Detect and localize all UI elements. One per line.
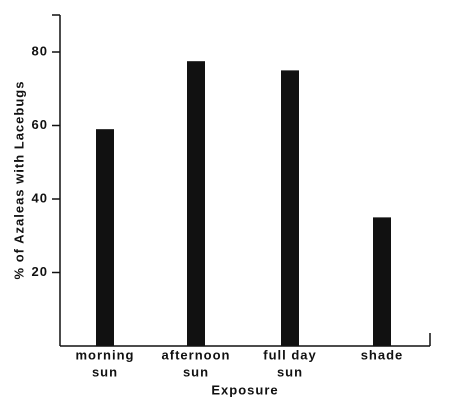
bar (281, 70, 299, 346)
x-tick-label: morning (76, 347, 135, 362)
x-tick-label: full day (263, 347, 317, 362)
y-tick-label: 80 (32, 43, 48, 58)
y-tick-label: 60 (32, 117, 48, 132)
bar (96, 129, 114, 346)
bar (187, 61, 205, 346)
y-axis-label: % of Azaleas with Lacebugs (11, 81, 26, 280)
x-axis-label: Exposure (211, 382, 278, 397)
y-tick-label: 40 (32, 190, 48, 205)
bar (373, 217, 391, 346)
x-tick-label: afternoon (162, 347, 231, 362)
x-tick-label: sun (277, 364, 303, 379)
x-tick-label: sun (183, 364, 209, 379)
x-tick-label: shade (361, 347, 404, 362)
y-tick-label: 20 (32, 264, 48, 279)
x-tick-label: sun (92, 364, 118, 379)
